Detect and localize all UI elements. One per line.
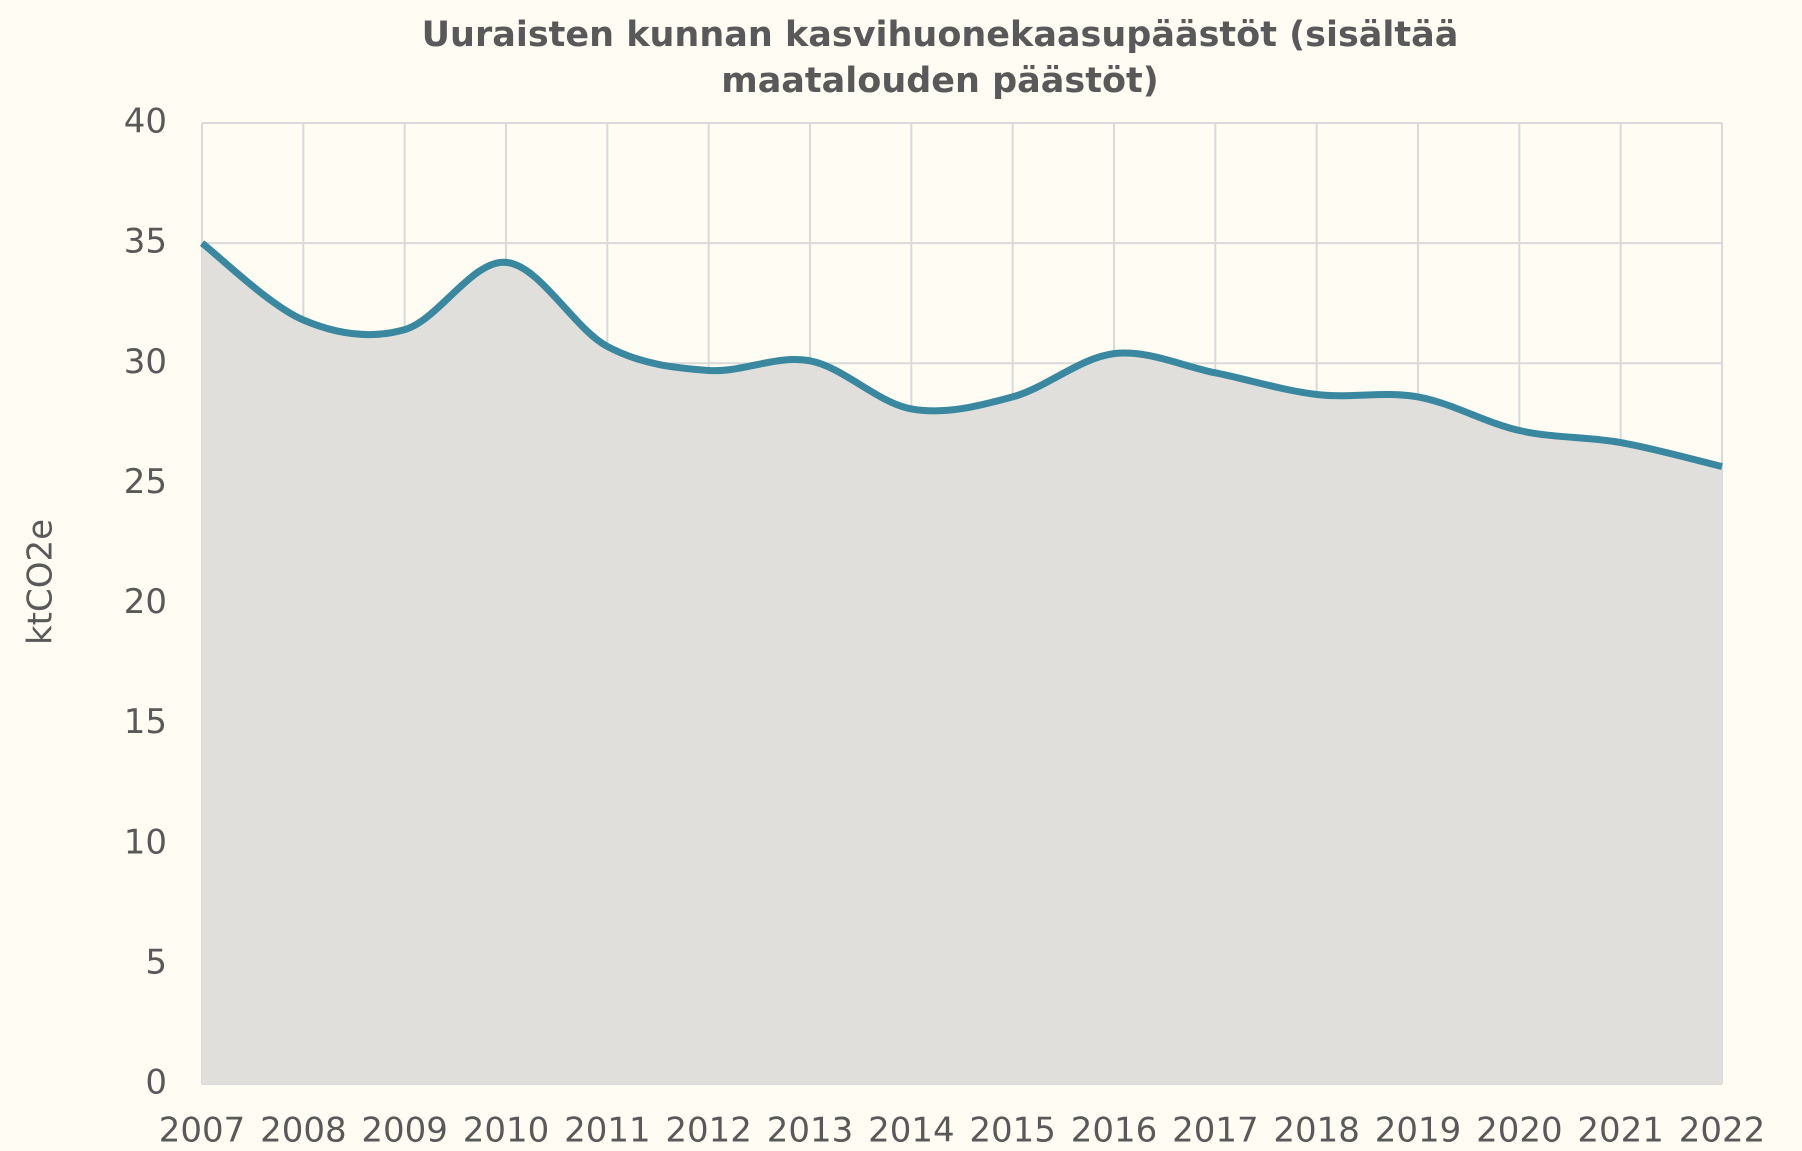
y-axis-label: ktCO2e <box>21 519 61 645</box>
y-tick-label: 0 <box>145 1063 167 1103</box>
y-tick-label: 30 <box>124 342 167 382</box>
y-tick-label: 15 <box>124 702 167 742</box>
x-tick-label: 2012 <box>665 1111 752 1151</box>
x-tick-label: 2011 <box>564 1111 651 1151</box>
y-tick-label: 35 <box>124 222 167 262</box>
x-tick-label: 2009 <box>361 1111 448 1151</box>
y-tick-label: 25 <box>124 462 167 502</box>
x-tick-label: 2020 <box>1476 1111 1563 1151</box>
x-tick-label: 2017 <box>1172 1111 1259 1151</box>
y-tick-label: 20 <box>124 582 167 622</box>
x-tick-label: 2007 <box>159 1111 246 1151</box>
y-tick-label: 10 <box>124 822 167 862</box>
x-tick-label: 2014 <box>868 1111 955 1151</box>
x-tick-label: 2010 <box>463 1111 550 1151</box>
x-tick-label: 2021 <box>1577 1111 1664 1151</box>
x-tick-label: 2018 <box>1273 1111 1360 1151</box>
x-tick-label: 2008 <box>260 1111 347 1151</box>
x-tick-label: 2013 <box>767 1111 854 1151</box>
x-tick-label: 2016 <box>1071 1111 1158 1151</box>
chart-title: Uuraisten kunnan kasvihuonekaasupäästöt … <box>421 15 1459 101</box>
area <box>202 243 1722 1084</box>
y-tick-label: 40 <box>124 102 167 142</box>
y-tick-label: 5 <box>145 942 167 982</box>
x-tick-label: 2015 <box>969 1111 1056 1151</box>
x-tick-label: 2019 <box>1375 1111 1462 1151</box>
x-tick-label: 2022 <box>1679 1111 1766 1151</box>
line <box>199 240 1723 470</box>
